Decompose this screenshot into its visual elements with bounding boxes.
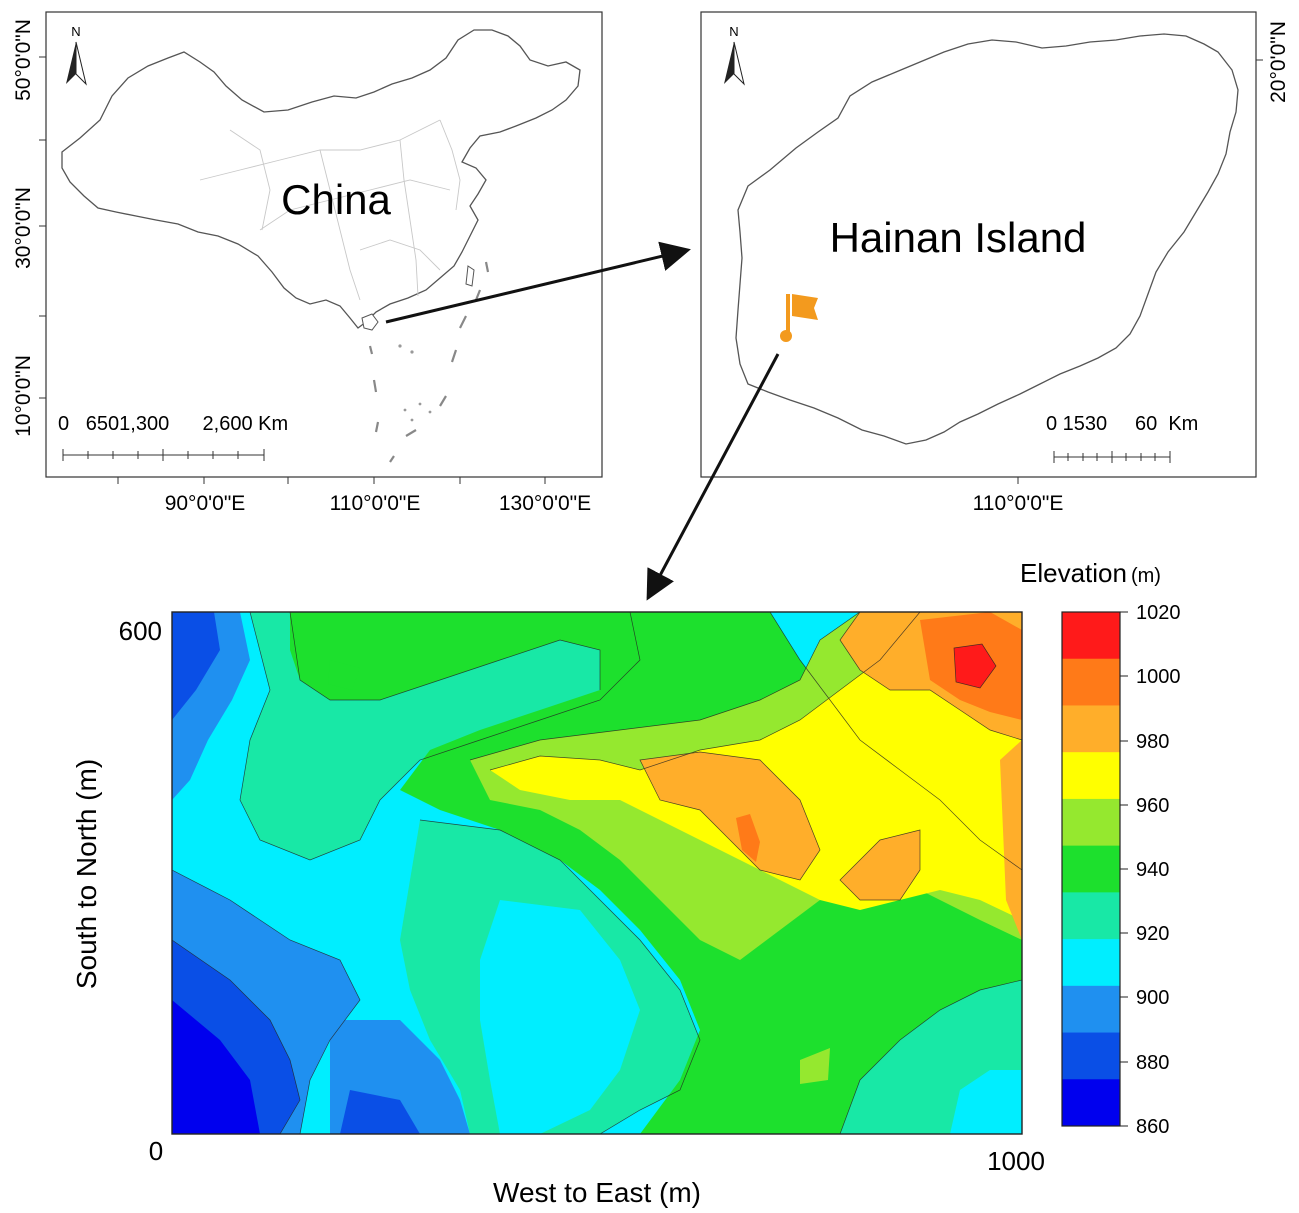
legend-tick-1000: 1000	[1136, 666, 1181, 688]
china-lat-label-50: 50°0'0"N	[12, 19, 35, 101]
legend-unit: (m)	[1131, 565, 1161, 587]
arrow-hainan-to-elevation	[646, 353, 780, 601]
study-site-flag-icon	[780, 294, 818, 342]
hainan-scale-label: 0 1530 60 Km	[1046, 413, 1198, 435]
china-lon-label-130: 130°0'0"E	[499, 492, 591, 515]
china-lat-label-10: 10°0'0"N	[12, 355, 35, 437]
legend-swatch	[1062, 612, 1120, 660]
china-frame	[45, 11, 603, 478]
legend-swatch	[1062, 658, 1120, 706]
china-scale-bar: 0 6501,300 2,600 Km	[58, 413, 288, 461]
x-tick-0: 0	[149, 1136, 163, 1166]
hainan-north-arrow: N	[724, 24, 745, 86]
legend-swatch	[1062, 752, 1120, 800]
china-label: China	[281, 176, 391, 223]
elevation-map: 600 0 1000 West to East (m) South to Nor…	[71, 558, 1181, 1208]
china-hainan-small	[361, 313, 379, 331]
elevation-contours	[172, 612, 1022, 1134]
hainan-label: Hainan Island	[830, 214, 1087, 261]
legend-title: Elevation (m)	[1020, 558, 1161, 588]
hainan-outline	[735, 33, 1239, 445]
legend-title-text: Elevation	[1020, 558, 1127, 588]
legend-tick-980: 980	[1136, 731, 1169, 753]
china-lat-label-30: 30°0'0"N	[12, 187, 35, 269]
legend-swatch	[1062, 985, 1120, 1034]
china-nine-dash-line	[368, 261, 490, 463]
legend-swatch	[1062, 705, 1120, 753]
elevation-frame	[171, 611, 1023, 1135]
china-taiwan	[465, 265, 475, 287]
china-outline	[61, 29, 581, 329]
china-graticule-ticks	[39, 56, 546, 484]
hainan-frame	[700, 11, 1257, 478]
legend-tick-940: 940	[1136, 859, 1169, 881]
legend-tick-marks	[1120, 611, 1128, 1127]
legend-tick-labels: 1020 1000 980 960 940 920 900 880 860	[1136, 602, 1181, 1138]
elevation-legend: Elevation (m) 1020 1000 980 960 940 920 9…	[1020, 558, 1181, 1138]
legend-tick-880: 880	[1136, 1052, 1169, 1074]
hainan-scale-bar: 0 1530 60 Km	[1046, 413, 1198, 463]
china-north-label: N	[71, 24, 80, 39]
hainan-lat-label-20: 20°0'0"N	[1267, 21, 1290, 103]
china-province-lines	[199, 119, 461, 301]
hainan-north-label: N	[729, 24, 738, 39]
x-tick-1000: 1000	[987, 1146, 1045, 1176]
x-axis-label: West to East (m)	[493, 1177, 701, 1208]
legend-swatch	[1062, 798, 1120, 847]
china-sea-islands	[398, 344, 432, 422]
legend-swatch	[1062, 1079, 1120, 1127]
legend-swatch	[1062, 845, 1120, 893]
arrow-china-to-hainan	[385, 241, 691, 324]
hainan-lon-label-110: 110°0'0"E	[973, 492, 1064, 515]
legend-tick-900: 900	[1136, 987, 1169, 1009]
legend-tick-920: 920	[1136, 923, 1169, 945]
china-scale-label: 0 6501,300 2,600 Km	[58, 413, 288, 435]
china-panel: N China 50°0'0"N 30°0'0"N 10°0'0"N 90°0'…	[12, 11, 603, 515]
y-tick-600: 600	[119, 616, 162, 646]
legend-tick-960: 960	[1136, 795, 1169, 817]
china-north-arrow: N	[66, 24, 87, 86]
legend-swatch	[1062, 892, 1120, 940]
legend-tick-1020: 1020	[1136, 602, 1181, 624]
legend-swatch	[1062, 1032, 1120, 1080]
y-axis-label: South to North (m)	[71, 759, 102, 989]
hainan-panel: N Hainan Island 20°0'0"N 110°0'0"E 0 153…	[700, 11, 1290, 515]
legend-colorbar	[1062, 612, 1120, 1127]
hainan-graticule-ticks	[1017, 59, 1263, 484]
legend-tick-860: 860	[1136, 1116, 1169, 1138]
china-lon-label-90: 90°0'0"E	[165, 492, 246, 515]
china-lon-label-110: 110°0'0"E	[330, 492, 421, 515]
legend-swatch	[1062, 939, 1120, 987]
